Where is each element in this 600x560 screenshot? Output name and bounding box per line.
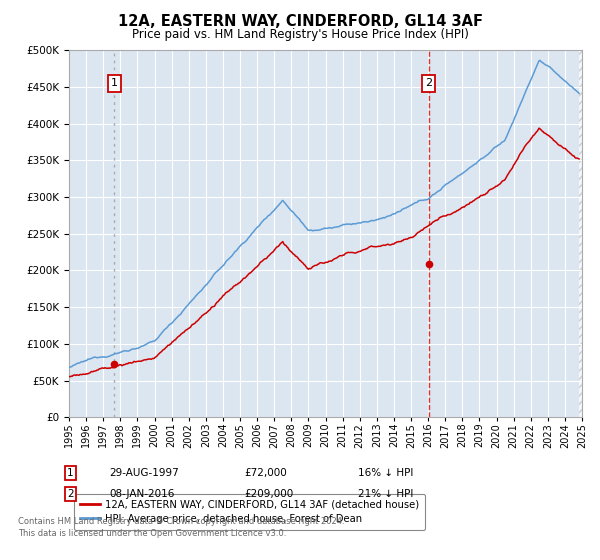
Text: 1: 1 xyxy=(111,78,118,88)
Text: 12A, EASTERN WAY, CINDERFORD, GL14 3AF: 12A, EASTERN WAY, CINDERFORD, GL14 3AF xyxy=(118,14,482,29)
Legend: 12A, EASTERN WAY, CINDERFORD, GL14 3AF (detached house), HPI: Average price, det: 12A, EASTERN WAY, CINDERFORD, GL14 3AF (… xyxy=(74,494,425,530)
Text: 1: 1 xyxy=(67,468,74,478)
Text: £209,000: £209,000 xyxy=(244,489,293,499)
Text: 08-JAN-2016: 08-JAN-2016 xyxy=(109,489,175,499)
Text: 2: 2 xyxy=(67,489,74,499)
Text: This data is licensed under the Open Government Licence v3.0.: This data is licensed under the Open Gov… xyxy=(18,529,286,538)
Text: 21% ↓ HPI: 21% ↓ HPI xyxy=(358,489,413,499)
Text: 16% ↓ HPI: 16% ↓ HPI xyxy=(358,468,413,478)
Text: £72,000: £72,000 xyxy=(244,468,287,478)
Text: Contains HM Land Registry data © Crown copyright and database right 2024.: Contains HM Land Registry data © Crown c… xyxy=(18,517,344,526)
Text: Price paid vs. HM Land Registry's House Price Index (HPI): Price paid vs. HM Land Registry's House … xyxy=(131,28,469,41)
Text: 29-AUG-1997: 29-AUG-1997 xyxy=(109,468,179,478)
Text: 2: 2 xyxy=(425,78,432,88)
